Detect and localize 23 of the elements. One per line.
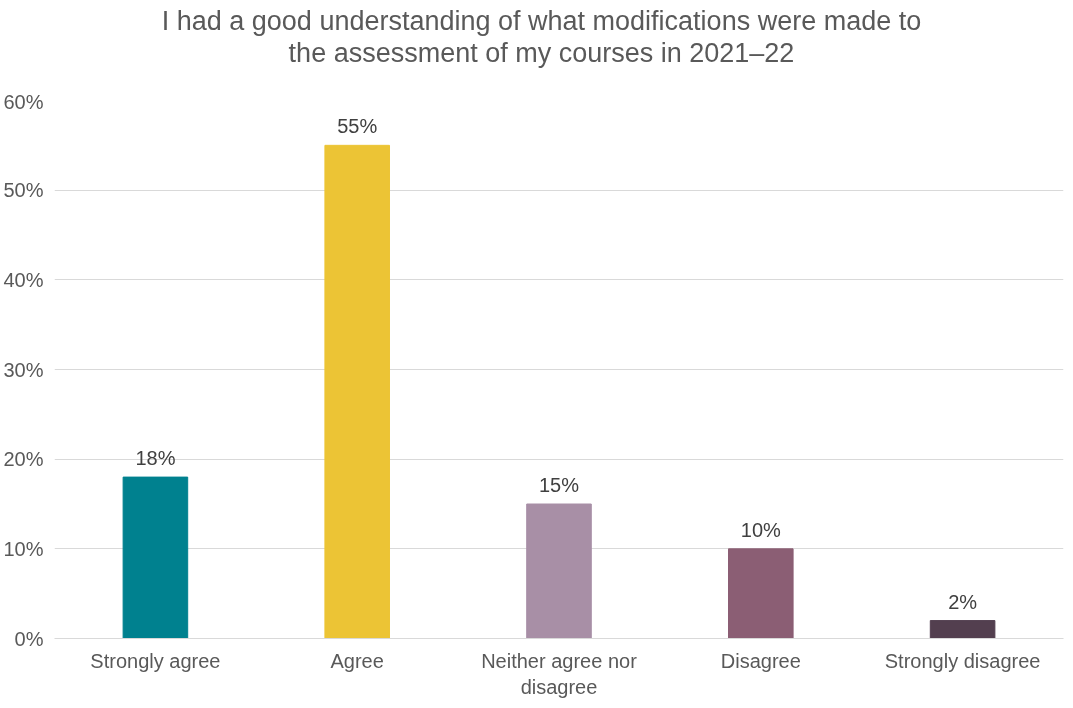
data-label: 10% <box>740 518 782 541</box>
y-tick-label: 0% <box>14 627 44 650</box>
y-tick-label: 40% <box>3 268 44 291</box>
y-tick-label: 60% <box>3 90 44 113</box>
data-label: 55% <box>337 115 378 138</box>
chart-title: I had a good understanding of what modifications were made to the assessment of my courses in 2021–22 <box>160 5 923 70</box>
data-label: 18% <box>135 447 176 470</box>
data-label: 15% <box>538 474 580 496</box>
y-tick-label: 20% <box>3 448 44 471</box>
x-tick-label: Disagree <box>720 649 801 672</box>
y-tick-label: 30% <box>3 358 44 381</box>
x-tick-label: Strongly agree <box>90 649 221 672</box>
bar <box>728 548 794 639</box>
bar <box>526 503 592 639</box>
x-tick-label: Agree <box>330 649 384 672</box>
x-tick-label: Strongly disagree <box>884 649 1041 672</box>
bar <box>929 620 996 639</box>
y-tick-label: 10% <box>3 537 44 560</box>
bar <box>324 144 390 639</box>
bar <box>122 476 189 639</box>
y-tick-label: 50% <box>3 179 44 202</box>
data-label: 2% <box>948 590 978 613</box>
x-tick-label: Neither agree nor disagree <box>481 649 638 698</box>
